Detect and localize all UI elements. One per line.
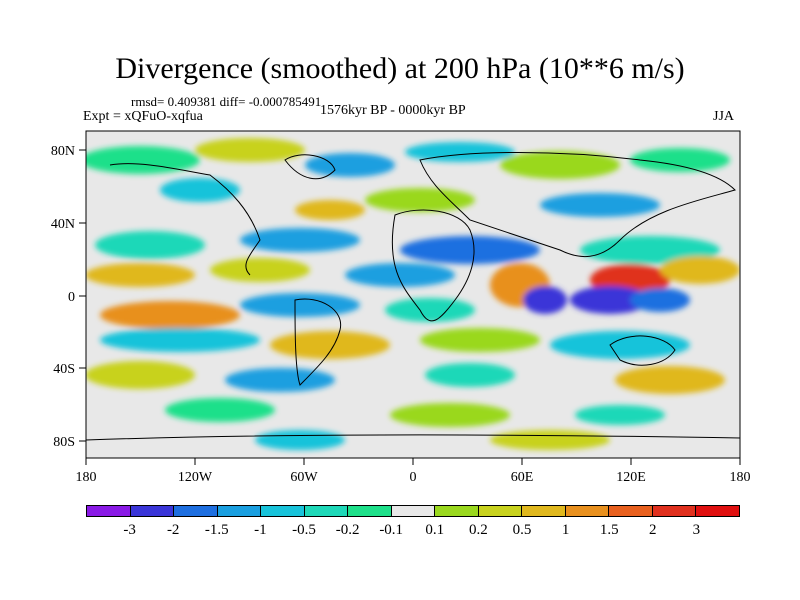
lon-tick-label: 0	[410, 470, 417, 485]
colorbar-label: -0.2	[335, 522, 360, 538]
colorbar-swatch	[609, 506, 653, 516]
colorbar-swatch	[435, 506, 479, 516]
colorbar-swatch	[217, 506, 262, 516]
colorbar-label: 3	[692, 522, 701, 538]
period-label: 1576kyr BP - 0000kyr BP	[320, 103, 466, 118]
colorbar-swatch	[565, 506, 610, 516]
colorbar-swatch	[696, 506, 739, 516]
colorbar-swatch	[261, 506, 305, 516]
colorbar-swatch	[652, 506, 697, 516]
lat-tick-label: 0	[68, 290, 75, 305]
lon-tick-label: 60E	[511, 470, 534, 485]
map-field	[86, 131, 740, 458]
colorbar-swatch	[348, 506, 392, 516]
lon-tick-label: 180	[76, 470, 97, 485]
colorbar-label: 0.5	[512, 522, 532, 538]
lat-tick-label: 80N	[51, 144, 75, 159]
colorbar-swatch	[478, 506, 523, 516]
colorbar-label: -1.5	[204, 522, 229, 538]
stats-label: rmsd= 0.409381 diff= -0.000785491	[131, 94, 322, 109]
lon-tick-label: 60W	[290, 470, 318, 485]
colorbar-label: 2	[649, 522, 657, 538]
map-title: Divergence (smoothed) at 200 hPa (10**6 …	[115, 52, 685, 85]
colorbar-swatch	[304, 506, 349, 516]
colorbar	[86, 505, 740, 517]
lon-tick-label: 180	[730, 470, 751, 485]
lat-tick-label: 40S	[53, 362, 75, 377]
colorbar-swatch	[174, 506, 218, 516]
colorbar-label: -2	[166, 522, 180, 538]
lon-tick-label: 120W	[178, 470, 213, 485]
coastlines	[86, 152, 740, 441]
colorbar-label: 1	[561, 522, 570, 538]
lat-tick-label: 80S	[53, 435, 75, 450]
lon-tick-label: 120E	[616, 470, 646, 485]
colorbar-label: 0.1	[425, 522, 445, 538]
lat-tick-label: 40N	[51, 217, 75, 232]
colorbar-label: 1.5	[599, 522, 619, 538]
season-label: JJA	[713, 109, 735, 124]
colorbar-swatch	[522, 506, 566, 516]
colorbar-label: -0.1	[379, 522, 404, 538]
colorbar-label: 0.2	[469, 522, 488, 538]
colorbar-label: -0.5	[292, 522, 316, 538]
colorbar-swatch	[130, 506, 175, 516]
colorbar-label: -3	[123, 522, 136, 538]
experiment-label: Expt = xQFuO-xqfua	[83, 109, 203, 124]
colorbar-label: -1	[254, 522, 267, 538]
colorbar-swatch	[87, 506, 131, 516]
colorbar-swatch	[391, 506, 436, 516]
